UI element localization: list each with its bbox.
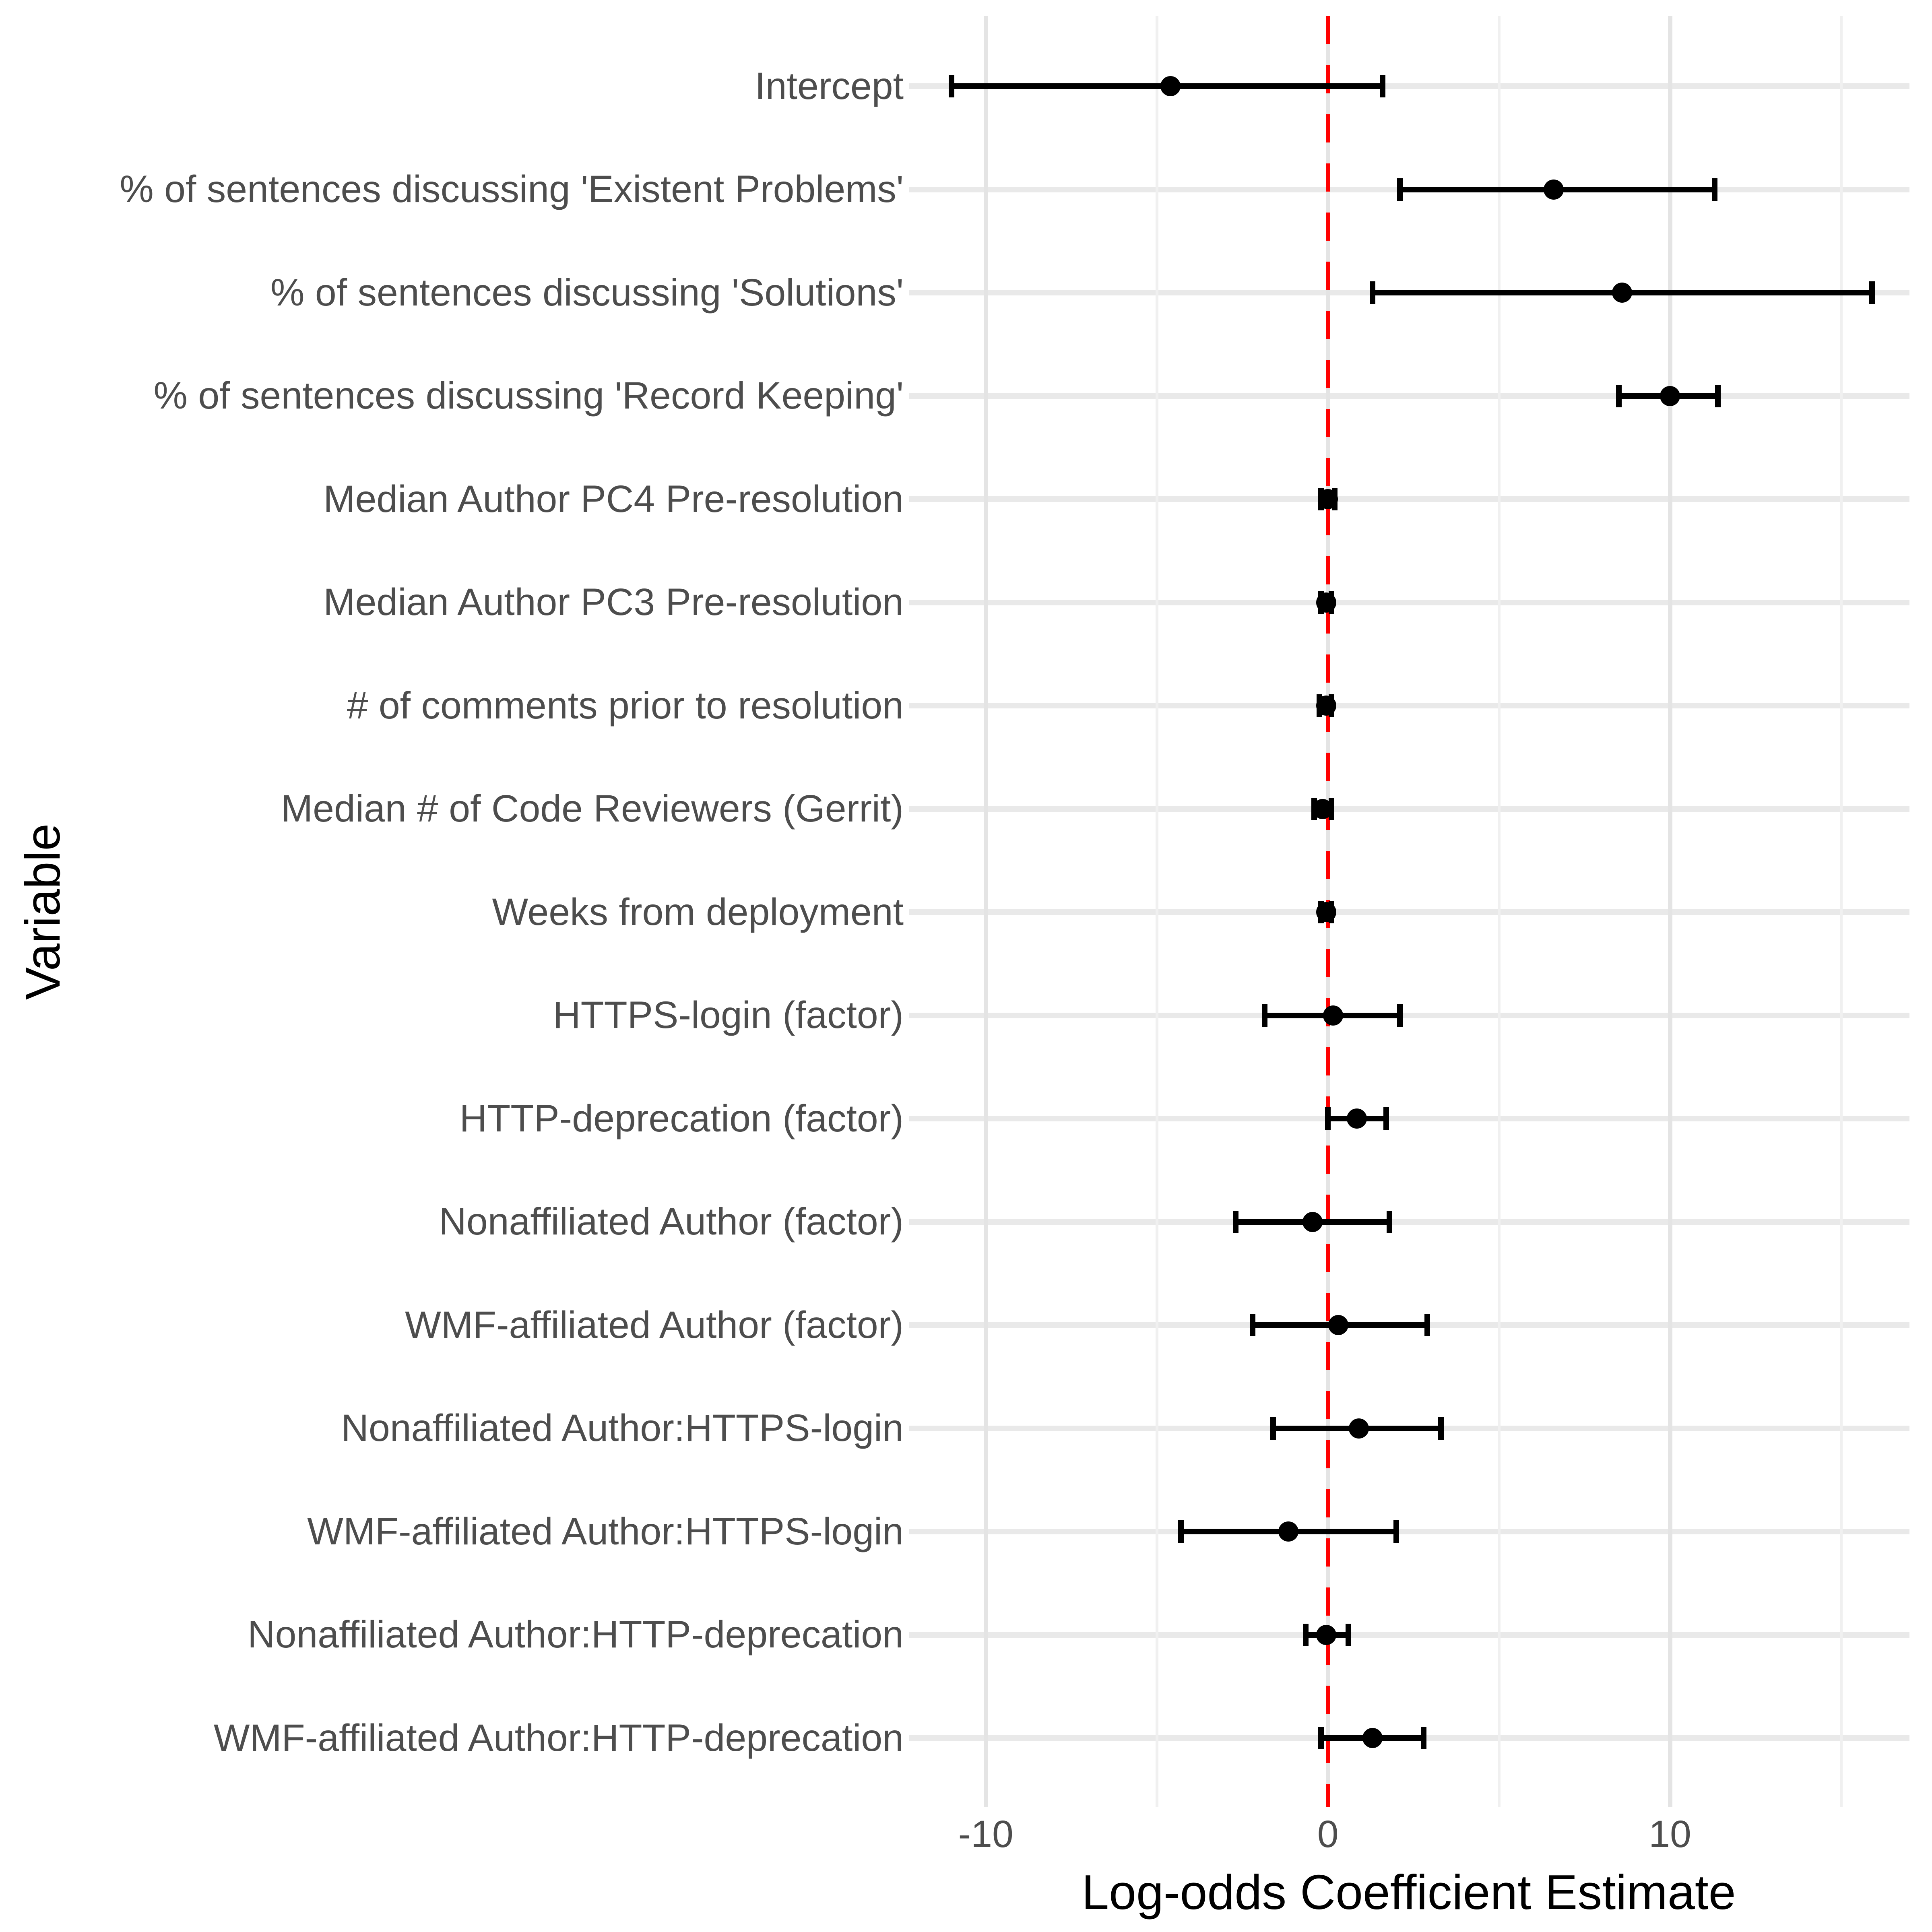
ci-cap-high <box>1380 75 1386 97</box>
y-axis-category-label: Nonaffiliated Author (factor) <box>439 1200 904 1243</box>
y-axis-category-label: Nonaffiliated Author:HTTP-deprecation <box>248 1613 904 1656</box>
y-major-gridline <box>909 1012 1909 1018</box>
point-estimate <box>1278 1521 1299 1542</box>
x-minor-gridline <box>1497 16 1501 1807</box>
ci-cap-high <box>1421 1727 1427 1749</box>
y-axis-category-label: WMF-affiliated Author:HTTP-deprecation <box>213 1716 904 1759</box>
ci-cap-low <box>1178 1520 1184 1543</box>
ci-cap-low <box>1318 1727 1324 1749</box>
y-axis-category-label: Median Author PC3 Pre-resolution <box>323 581 904 623</box>
ci-cap-low <box>1397 178 1403 201</box>
y-major-gridline <box>909 1632 1909 1638</box>
point-estimate <box>1323 1005 1343 1026</box>
y-major-gridline <box>909 1529 1909 1534</box>
y-major-gridline <box>909 393 1909 399</box>
ci-cap-high <box>1346 1623 1352 1646</box>
y-major-gridline <box>909 599 1909 605</box>
y-axis-category-label: HTTPS-login (factor) <box>553 994 904 1036</box>
y-axis-category-label: # of comments prior to resolution <box>347 684 904 727</box>
x-axis-tick-label: 10 <box>1649 1813 1691 1856</box>
y-major-gridline <box>909 496 1909 502</box>
y-axis-category-label: % of sentences discussing 'Record Keepin… <box>153 374 904 417</box>
point-estimate <box>1302 1212 1323 1232</box>
y-axis-category-label: HTTP-deprecation (factor) <box>459 1097 904 1140</box>
ci-cap-low <box>1270 1417 1276 1440</box>
point-estimate <box>1544 179 1564 200</box>
x-major-gridline <box>983 16 988 1807</box>
point-estimate <box>1660 386 1680 406</box>
ci-cap-high <box>1711 178 1717 201</box>
x-minor-gridline <box>1839 16 1843 1807</box>
ci-cap-high <box>1397 1004 1403 1027</box>
ci-cap-low <box>1369 281 1375 304</box>
point-estimate <box>1318 489 1338 509</box>
ci-cap-high <box>1869 281 1875 304</box>
ci-cap-low <box>1250 1314 1256 1336</box>
ci-cap-low <box>1261 1004 1267 1027</box>
x-axis-tick-label: -10 <box>958 1813 1013 1856</box>
x-axis-title: Log-odds Coefficient Estimate <box>1082 1865 1736 1920</box>
y-major-gridline <box>909 909 1909 915</box>
y-axis-category-label: Nonaffiliated Author:HTTPS-login <box>341 1407 904 1449</box>
x-axis-tick-label: 0 <box>1317 1813 1339 1856</box>
y-axis-category-label: Intercept <box>755 64 904 107</box>
y-axis-category-label: Median Author PC4 Pre-resolution <box>323 477 904 520</box>
ci-cap-low <box>1232 1210 1238 1233</box>
point-estimate <box>1160 76 1181 96</box>
ci-cap-low <box>1616 384 1622 407</box>
y-major-gridline <box>909 806 1909 812</box>
point-estimate <box>1362 1728 1383 1748</box>
y-major-gridline <box>909 703 1909 708</box>
point-estimate <box>1328 1315 1348 1335</box>
y-axis-category-label: % of sentences discussing 'Solutions' <box>270 271 904 314</box>
point-estimate <box>1348 1418 1369 1439</box>
point-estimate <box>1347 1108 1367 1129</box>
y-axis-category-label: WMF-affiliated Author:HTTPS-login <box>307 1510 904 1553</box>
y-axis-category-label: Weeks from deployment <box>492 890 904 933</box>
y-axis-category-label: % of sentences discussing 'Existent Prob… <box>120 168 904 211</box>
ci-cap-low <box>949 75 955 97</box>
point-estimate <box>1313 799 1333 819</box>
ci-cap-high <box>1715 384 1721 407</box>
point-estimate <box>1316 696 1336 716</box>
ci-cap-high <box>1424 1314 1430 1336</box>
ci-cap-high <box>1393 1520 1399 1543</box>
point-estimate <box>1316 1624 1336 1645</box>
y-major-gridline <box>909 1219 1909 1225</box>
ci-cap-high <box>1438 1417 1444 1440</box>
ci-cap-low <box>1302 1623 1309 1646</box>
y-axis-category-label: Median # of Code Reviewers (Gerrit) <box>281 787 904 830</box>
y-major-gridline <box>909 1116 1909 1121</box>
x-major-gridline <box>1668 16 1672 1807</box>
point-estimate <box>1612 283 1633 303</box>
point-estimate <box>1316 902 1336 922</box>
point-estimate <box>1316 592 1336 613</box>
y-axis-category-label: WMF-affiliated Author (factor) <box>405 1303 904 1346</box>
ci-cap-high <box>1383 1107 1389 1130</box>
ci-cap-high <box>1387 1210 1393 1233</box>
x-minor-gridline <box>1155 16 1158 1807</box>
ci-cap-low <box>1325 1107 1331 1130</box>
